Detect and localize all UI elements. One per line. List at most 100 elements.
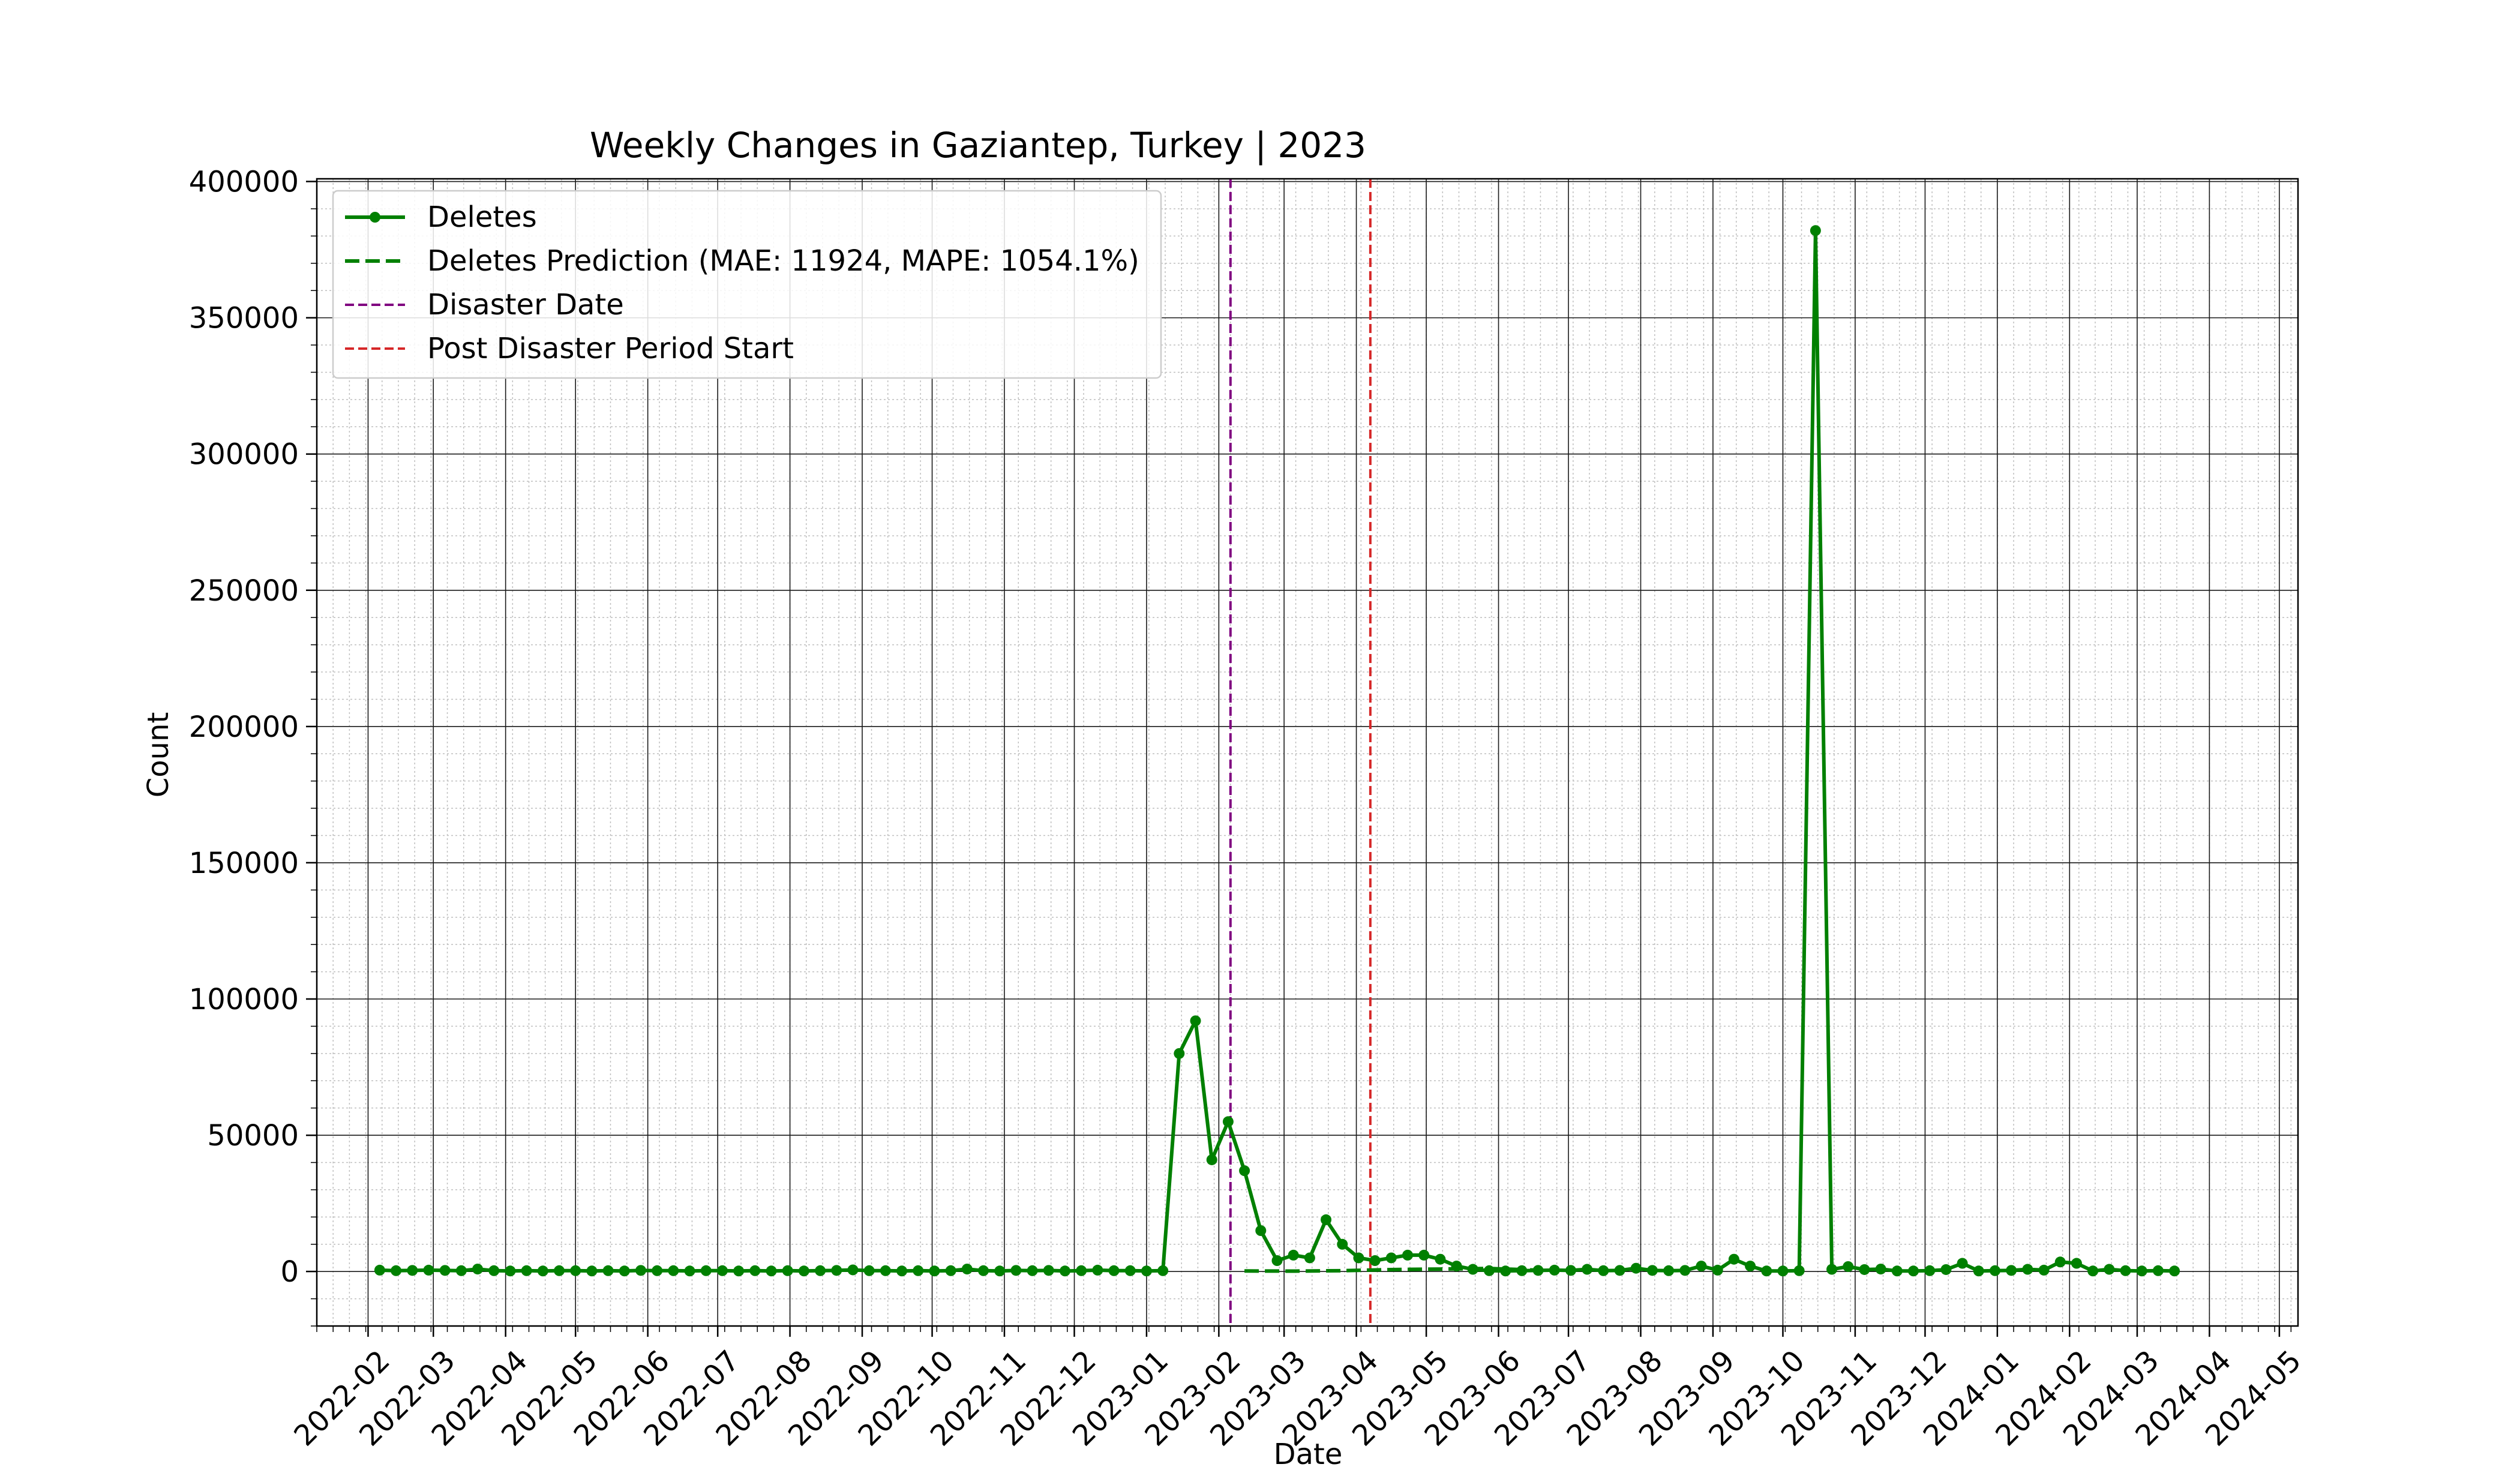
series-deletes-point xyxy=(978,1265,989,1276)
series-deletes-point xyxy=(1565,1265,1576,1276)
series-deletes-point xyxy=(847,1264,859,1276)
series-deletes-point xyxy=(1239,1165,1250,1177)
legend-label-deletes: Deletes xyxy=(427,200,537,234)
series-deletes-point xyxy=(880,1265,891,1276)
series-deletes-point xyxy=(815,1265,826,1276)
series-deletes-point xyxy=(2136,1265,2147,1277)
series-deletes-point xyxy=(2054,1256,2066,1268)
series-deletes-point xyxy=(1859,1264,1870,1275)
series-deletes-point xyxy=(1353,1252,1364,1264)
series-deletes-point xyxy=(1810,225,1821,236)
series-deletes-point xyxy=(521,1265,532,1276)
series-deletes-point xyxy=(1157,1265,1169,1276)
legend-label-post-disaster: Post Disaster Period Start xyxy=(427,332,794,365)
series-deletes-point xyxy=(1745,1261,1756,1272)
series-deletes-point xyxy=(1924,1265,1936,1276)
series-deletes-point xyxy=(586,1265,598,1277)
series-deletes-point xyxy=(652,1265,663,1276)
series-deletes-point xyxy=(1614,1265,1625,1276)
series-deletes-point xyxy=(2006,1265,2017,1276)
series-deletes-point xyxy=(961,1264,973,1275)
series-deletes-point xyxy=(537,1265,548,1277)
series-deletes-point xyxy=(1826,1264,1838,1275)
series-deletes-point xyxy=(1891,1265,1903,1277)
series-deletes-point xyxy=(1630,1262,1642,1274)
series-deletes-point xyxy=(2087,1265,2099,1277)
series-deletes-point xyxy=(374,1264,385,1276)
series-deletes-point xyxy=(439,1265,451,1276)
series-deletes-point xyxy=(1646,1265,1658,1276)
series-deletes-point xyxy=(1728,1253,1739,1265)
series-deletes-point xyxy=(635,1265,646,1276)
series-deletes-point xyxy=(913,1265,924,1276)
series-deletes-point xyxy=(1793,1265,1805,1276)
legend-entry-deletes: Deletes xyxy=(345,200,537,234)
series-deletes-point xyxy=(733,1265,745,1277)
series-deletes-point xyxy=(1141,1265,1152,1277)
series-deletes-point xyxy=(1957,1258,1968,1269)
reference-lines xyxy=(1229,179,1372,1326)
series-deletes-point xyxy=(668,1265,679,1276)
y-tick-label: 100000 xyxy=(189,983,299,1016)
series-deletes-point xyxy=(1092,1264,1103,1276)
legend-entry-prediction: Deletes Prediction (MAE: 11924, MAPE: 10… xyxy=(345,244,1139,278)
legend-box xyxy=(332,190,1162,379)
chart-title: Weekly Changes in Gaziantep, Turkey | 20… xyxy=(590,125,1366,166)
series-deletes-point xyxy=(1271,1255,1283,1267)
axis-ticks xyxy=(306,181,2292,1337)
series-deletes-point xyxy=(1043,1265,1054,1276)
series-deletes-point xyxy=(1385,1252,1397,1264)
x-tick-labels: 2022-022022-032022-042022-052022-062022-… xyxy=(287,1344,2308,1453)
minor-grid xyxy=(316,179,2298,1327)
series-deletes-point xyxy=(1076,1265,1087,1276)
legend-label-prediction: Deletes Prediction (MAE: 11924, MAPE: 10… xyxy=(427,244,1139,278)
series-deletes-point xyxy=(1598,1265,1609,1276)
y-tick-label: 150000 xyxy=(189,847,299,880)
series-deletes-point xyxy=(798,1265,809,1277)
y-tick-labels: 0 50000 100000 150000 200000 250000 300000 3500… xyxy=(189,166,299,1289)
series-deletes-point xyxy=(700,1265,712,1276)
series-deletes-point xyxy=(1582,1264,1593,1275)
y-tick-label: 300000 xyxy=(189,438,299,472)
series-deletes-point xyxy=(488,1265,500,1276)
series-deletes-point xyxy=(766,1265,777,1277)
series-deletes-point xyxy=(994,1265,1006,1277)
y-tick-label: 50000 xyxy=(207,1119,299,1153)
y-axis-label: Count xyxy=(142,712,175,798)
series-deletes-point xyxy=(2104,1264,2115,1275)
legend-entry-disaster: Disaster Date xyxy=(345,288,624,322)
series-deletes-point xyxy=(1761,1265,1772,1277)
legend-label-disaster: Disaster Date xyxy=(427,288,624,322)
series-deletes-point xyxy=(1369,1255,1381,1267)
legend: Deletes Deletes Prediction (MAE: 11924, … xyxy=(332,190,1162,379)
plot-frame xyxy=(316,178,2299,1327)
series-deletes-point xyxy=(1712,1264,1723,1276)
series-deletes-point xyxy=(1940,1264,1952,1275)
series-deletes-point xyxy=(945,1265,956,1276)
series-deletes-point xyxy=(1321,1214,1332,1225)
series-deletes-point xyxy=(1304,1252,1315,1264)
series-deletes-point xyxy=(1027,1265,1038,1276)
series-deletes-point xyxy=(1549,1264,1560,1276)
series-deletes-point xyxy=(1777,1265,1789,1277)
series-deletes-point xyxy=(1973,1265,1984,1277)
series-deletes-point xyxy=(2120,1265,2131,1276)
legend-marker-deletes xyxy=(370,212,380,223)
series-deletes-point xyxy=(716,1265,728,1276)
series-deletes-point xyxy=(1532,1265,1544,1276)
series-deletes-point xyxy=(2038,1264,2050,1276)
series-deletes-point xyxy=(1059,1265,1070,1277)
y-tick-label: 250000 xyxy=(189,574,299,608)
series-deletes-point xyxy=(1174,1048,1185,1059)
series-deletes-point xyxy=(749,1265,761,1276)
series-deletes-point xyxy=(1908,1265,1919,1277)
series-deletes-point xyxy=(1010,1265,1022,1276)
y-tick-label: 350000 xyxy=(189,302,299,335)
series-deletes-point xyxy=(2152,1265,2164,1276)
series-deletes-point xyxy=(831,1265,842,1276)
series-deletes-point xyxy=(1679,1265,1691,1276)
series-deletes-point xyxy=(1255,1225,1267,1237)
series-deletes-point xyxy=(1663,1265,1675,1276)
y-tick-label: 400000 xyxy=(189,166,299,199)
